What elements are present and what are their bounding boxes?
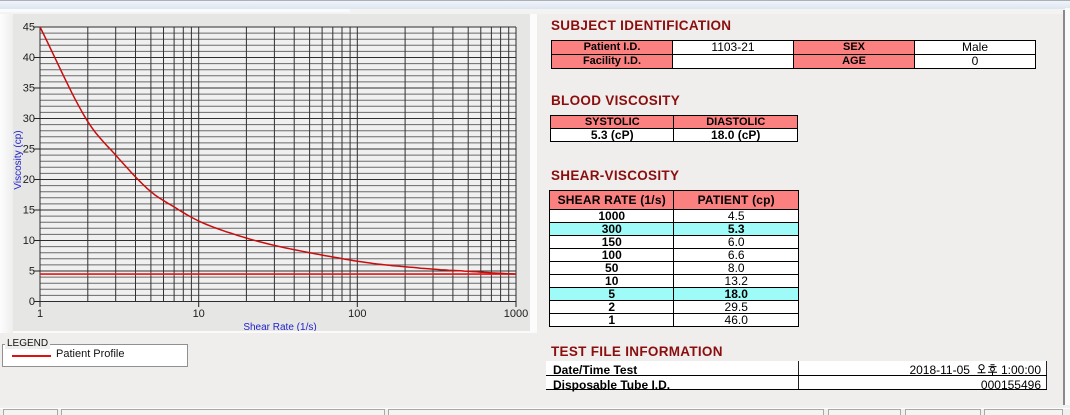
svg-text:1000: 1000 [504, 308, 528, 320]
svg-text:100: 100 [348, 308, 366, 320]
svg-text:Viscosity (cp): Viscosity (cp) [13, 130, 24, 189]
svg-text:Shear Rate (1/s): Shear Rate (1/s) [243, 322, 316, 331]
svg-text:20: 20 [23, 174, 35, 186]
svg-text:45: 45 [23, 22, 35, 34]
svg-text:10: 10 [193, 308, 205, 320]
svg-text:35: 35 [23, 83, 35, 95]
svg-text:5: 5 [29, 266, 35, 278]
svg-text:1: 1 [37, 308, 43, 320]
svg-text:30: 30 [23, 113, 35, 125]
svg-text:15: 15 [23, 205, 35, 217]
svg-text:0: 0 [29, 296, 35, 308]
svg-text:40: 40 [23, 52, 35, 64]
svg-text:10: 10 [23, 235, 35, 247]
svg-text:25: 25 [23, 144, 35, 156]
